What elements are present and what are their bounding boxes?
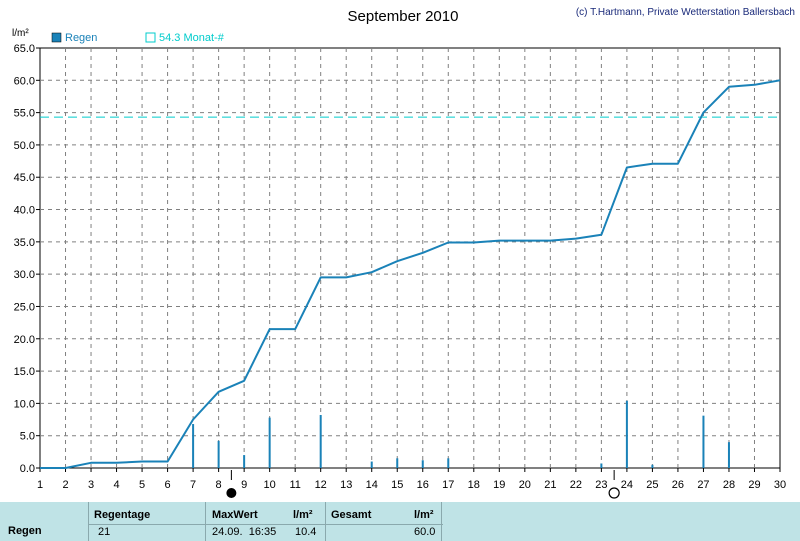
days-header: Regentage (94, 509, 151, 521)
legend-swatch-reference (145, 32, 156, 43)
plot-frame (39, 47, 781, 469)
x-tick-label: 15 (391, 479, 403, 491)
grid (36, 47, 781, 472)
rain-bar-day-28 (727, 442, 730, 468)
x-tick-label: 6 (165, 479, 171, 491)
x-tick-label: 8 (216, 479, 222, 491)
rain-bar-day-23 (600, 463, 603, 468)
x-tick-label: 24 (621, 479, 633, 491)
y-tick-label: 20.0 (14, 334, 35, 346)
cumulative-rain-line (40, 79, 781, 469)
x-tick-label: 13 (340, 479, 352, 491)
x-tick-label: 17 (442, 479, 454, 491)
y-axis-ticks: 0.0 5.0 10.0 15.0 20.0 25.0 30.0 35.0 40.0 45.0 50… (14, 43, 35, 475)
y-tick-label: 30.0 (14, 269, 35, 281)
y-tick-label: 45.0 (14, 172, 35, 184)
rain-bar-day-14 (370, 461, 373, 468)
total-header: Gesamt (331, 509, 372, 521)
x-tick-label: 30 (774, 479, 786, 491)
total-unit-header: l/m² (414, 509, 434, 521)
rain-bar-day-24 (625, 400, 628, 468)
x-tick-label: 4 (113, 479, 119, 491)
rain-bar-day-15 (396, 458, 399, 468)
x-tick-label: 25 (646, 479, 658, 491)
y-tick-label: 5.0 (20, 431, 35, 443)
moon-markers (226, 470, 620, 499)
x-tick-label: 11 (289, 479, 300, 491)
rain-bar-day-12 (319, 415, 322, 468)
cumulative-rain-line-group (40, 79, 781, 469)
x-tick-label: 27 (697, 479, 709, 491)
rain-bar-day-10 (268, 417, 271, 468)
x-tick-label: 19 (493, 479, 505, 491)
y-tick-label: 0.0 (20, 463, 35, 475)
x-tick-label: 28 (723, 479, 735, 491)
x-tick-label: 18 (468, 479, 480, 491)
x-tick-label: 22 (570, 479, 582, 491)
max-value: 10.4 (295, 526, 317, 538)
x-tick-label: 2 (62, 479, 68, 491)
y-unit-label: l/m² (12, 28, 29, 39)
x-tick-label: 29 (748, 479, 760, 491)
y-tick-label: 40.0 (14, 205, 35, 217)
legend: Regen 54.3 Monat-# (51, 32, 225, 44)
rain-bar-day-17 (447, 458, 450, 468)
x-tick-label: 3 (88, 479, 94, 491)
y-tick-label: 55.0 (14, 108, 35, 120)
x-tick-label: 7 (190, 479, 196, 491)
x-tick-label: 16 (417, 479, 429, 491)
x-tick-label: 20 (519, 479, 531, 491)
summary-row-label: Regen (8, 525, 42, 537)
x-tick-label: 21 (544, 479, 556, 491)
new-moon-icon (608, 487, 620, 499)
rain-bar-day-27 (702, 415, 705, 468)
legend-label-reference: 54.3 Monat-# (159, 32, 225, 44)
legend-label-regen: Regen (65, 32, 97, 44)
max-unit-header: l/m² (293, 509, 313, 521)
x-tick-label: 5 (139, 479, 145, 491)
x-tick-label: 12 (315, 479, 327, 491)
rain-bar-day-25 (651, 464, 654, 468)
x-tick-label: 23 (595, 479, 607, 491)
chart-title: September 2010 (348, 8, 459, 25)
x-axis-ticks: 1 2 3 4 5 6 7 8 9 10 11 12 13 14 15 16 17 18 19 20 21 22 23 24 2… (37, 479, 786, 491)
x-tick-label: 14 (366, 479, 378, 491)
x-tick-label: 26 (672, 479, 684, 491)
rain-bar-day-8 (217, 440, 220, 468)
max-datetime: 24.09. 16:35 (212, 526, 277, 538)
x-tick-label: 1 (37, 479, 43, 491)
legend-swatch-regen (51, 32, 62, 43)
summary-table: Regen Regentage 21 MaxWert l/m² 24.09. 1… (0, 502, 800, 541)
x-tick-label: 9 (241, 479, 247, 491)
rain-bar-day-16 (421, 460, 424, 468)
total-value: 60.0 (414, 526, 436, 538)
daily-rain-bars (192, 400, 730, 468)
rain-bar-day-9 (243, 455, 246, 468)
y-tick-label: 65.0 (14, 43, 35, 55)
max-header: MaxWert (212, 509, 258, 521)
days-value: 21 (98, 526, 111, 538)
rain-chart: September 2010 (c) T.Hartmann, Private W… (12, 7, 795, 499)
y-tick-label: 50.0 (14, 140, 35, 152)
x-tick-label: 10 (264, 479, 276, 491)
y-tick-label: 15.0 (14, 366, 35, 378)
y-tick-label: 25.0 (14, 301, 35, 313)
y-tick-label: 60.0 (14, 75, 35, 87)
y-tick-label: 10.0 (14, 398, 35, 410)
rain-bar-day-7 (192, 424, 195, 468)
full-moon-icon (226, 488, 237, 498)
credit-text: (c) T.Hartmann, Private Wetterstation Ba… (576, 7, 795, 18)
y-tick-label: 35.0 (14, 237, 35, 249)
